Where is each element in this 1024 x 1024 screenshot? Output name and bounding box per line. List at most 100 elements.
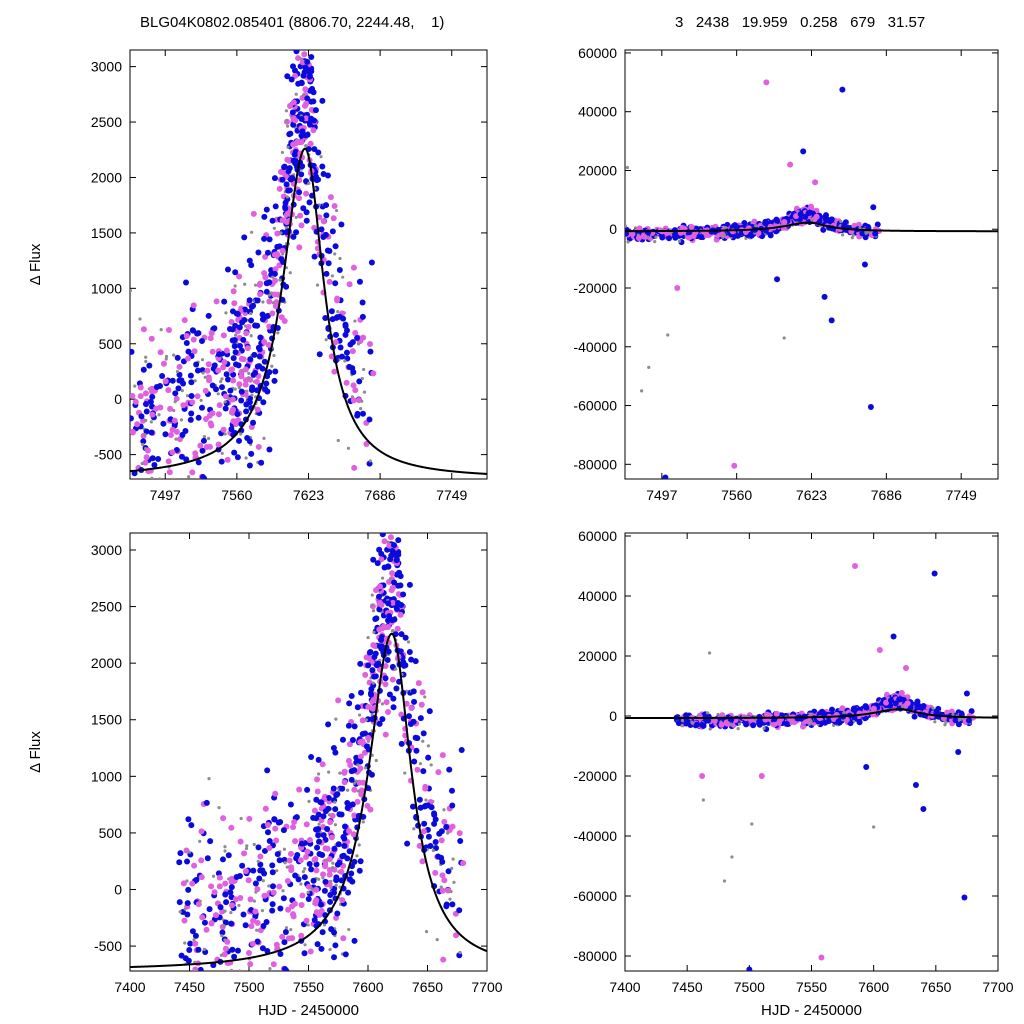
data-point	[397, 573, 404, 580]
data-point	[296, 177, 303, 184]
data-point	[176, 859, 183, 866]
data-point	[238, 373, 245, 380]
data-point	[329, 316, 336, 323]
data-point	[322, 878, 329, 885]
data-point	[212, 386, 219, 393]
data-point	[200, 358, 205, 362]
data-point	[230, 418, 237, 425]
data-point	[130, 393, 136, 400]
data-point	[132, 501, 138, 507]
data-point	[382, 662, 389, 669]
data-point	[142, 400, 149, 407]
data-point	[250, 917, 257, 924]
data-point	[378, 636, 385, 643]
data-point	[420, 768, 427, 775]
data-point	[397, 611, 404, 618]
data-point	[209, 348, 216, 355]
data-point	[301, 870, 305, 874]
data-point	[290, 141, 297, 148]
data-point	[365, 734, 372, 741]
data-point	[242, 868, 249, 875]
data-point	[296, 244, 303, 251]
data-point	[398, 631, 405, 638]
data-point	[277, 905, 284, 912]
data-point	[285, 865, 289, 869]
data-point	[176, 363, 183, 370]
data-point	[199, 474, 206, 479]
data-point	[149, 420, 153, 424]
top-right-xtick-label: 7749	[946, 487, 977, 503]
data-point	[751, 218, 758, 225]
data-point	[341, 835, 348, 842]
data-point	[272, 368, 279, 375]
bottom-left-ytick-label: 0	[114, 882, 122, 898]
data-point	[299, 128, 306, 135]
data-point	[313, 909, 320, 916]
data-point	[243, 330, 250, 337]
data-point	[364, 802, 371, 809]
data-point	[230, 355, 237, 362]
data-point	[256, 281, 263, 288]
data-point	[164, 354, 169, 359]
data-point	[250, 419, 257, 426]
data-point	[369, 667, 376, 674]
bottom-right-frame	[624, 532, 999, 972]
data-point	[228, 318, 235, 325]
data-point	[338, 353, 345, 360]
bottom-right-ytick-label: 60000	[578, 528, 617, 544]
data-point	[332, 942, 339, 949]
data-point	[933, 708, 940, 715]
data-point	[386, 542, 393, 549]
data-point	[330, 215, 337, 222]
data-point	[190, 302, 197, 309]
data-point	[388, 552, 395, 559]
data-point	[320, 218, 327, 225]
data-point	[369, 698, 376, 705]
data-point	[266, 837, 273, 844]
data-point	[859, 230, 866, 237]
data-point	[143, 454, 150, 461]
data-point	[222, 924, 226, 928]
data-point	[310, 877, 317, 884]
data-point	[313, 974, 316, 977]
data-point	[809, 719, 813, 723]
data-point	[240, 336, 247, 343]
data-point	[333, 800, 337, 804]
data-point	[296, 189, 303, 196]
data-point	[366, 340, 373, 347]
data-point	[219, 953, 223, 957]
data-point	[273, 837, 280, 844]
data-point	[355, 854, 359, 858]
data-point	[292, 872, 299, 879]
data-point	[293, 229, 300, 236]
header-right-label: 3 2438 19.959 0.258 679 31.57	[675, 14, 926, 31]
bottom-left-ytick-label: 1000	[91, 768, 122, 784]
bottom-left-panel: 7400 7450 7500 7550 7600 7650 7700 -500 0 500 1000…	[27, 532, 503, 1019]
data-point	[188, 410, 195, 417]
data-point	[223, 849, 227, 853]
data-point	[311, 917, 318, 924]
data-point	[188, 484, 194, 490]
data-point	[239, 432, 243, 436]
data-point	[872, 825, 876, 829]
data-point	[324, 338, 328, 342]
data-point	[326, 247, 333, 254]
data-point	[290, 157, 297, 164]
data-point	[159, 327, 163, 332]
data-point	[319, 155, 323, 159]
data-point	[140, 461, 144, 466]
data-point	[867, 404, 874, 411]
data-point	[338, 221, 345, 228]
data-point	[382, 681, 389, 688]
data-point	[253, 283, 258, 287]
data-point	[239, 862, 246, 869]
data-point	[370, 642, 377, 649]
data-point	[203, 926, 210, 933]
data-point	[625, 165, 629, 170]
data-point	[261, 892, 268, 899]
data-point	[216, 883, 223, 890]
data-point	[336, 266, 343, 273]
data-point	[232, 896, 239, 903]
data-point	[224, 311, 228, 315]
data-point	[210, 993, 216, 999]
